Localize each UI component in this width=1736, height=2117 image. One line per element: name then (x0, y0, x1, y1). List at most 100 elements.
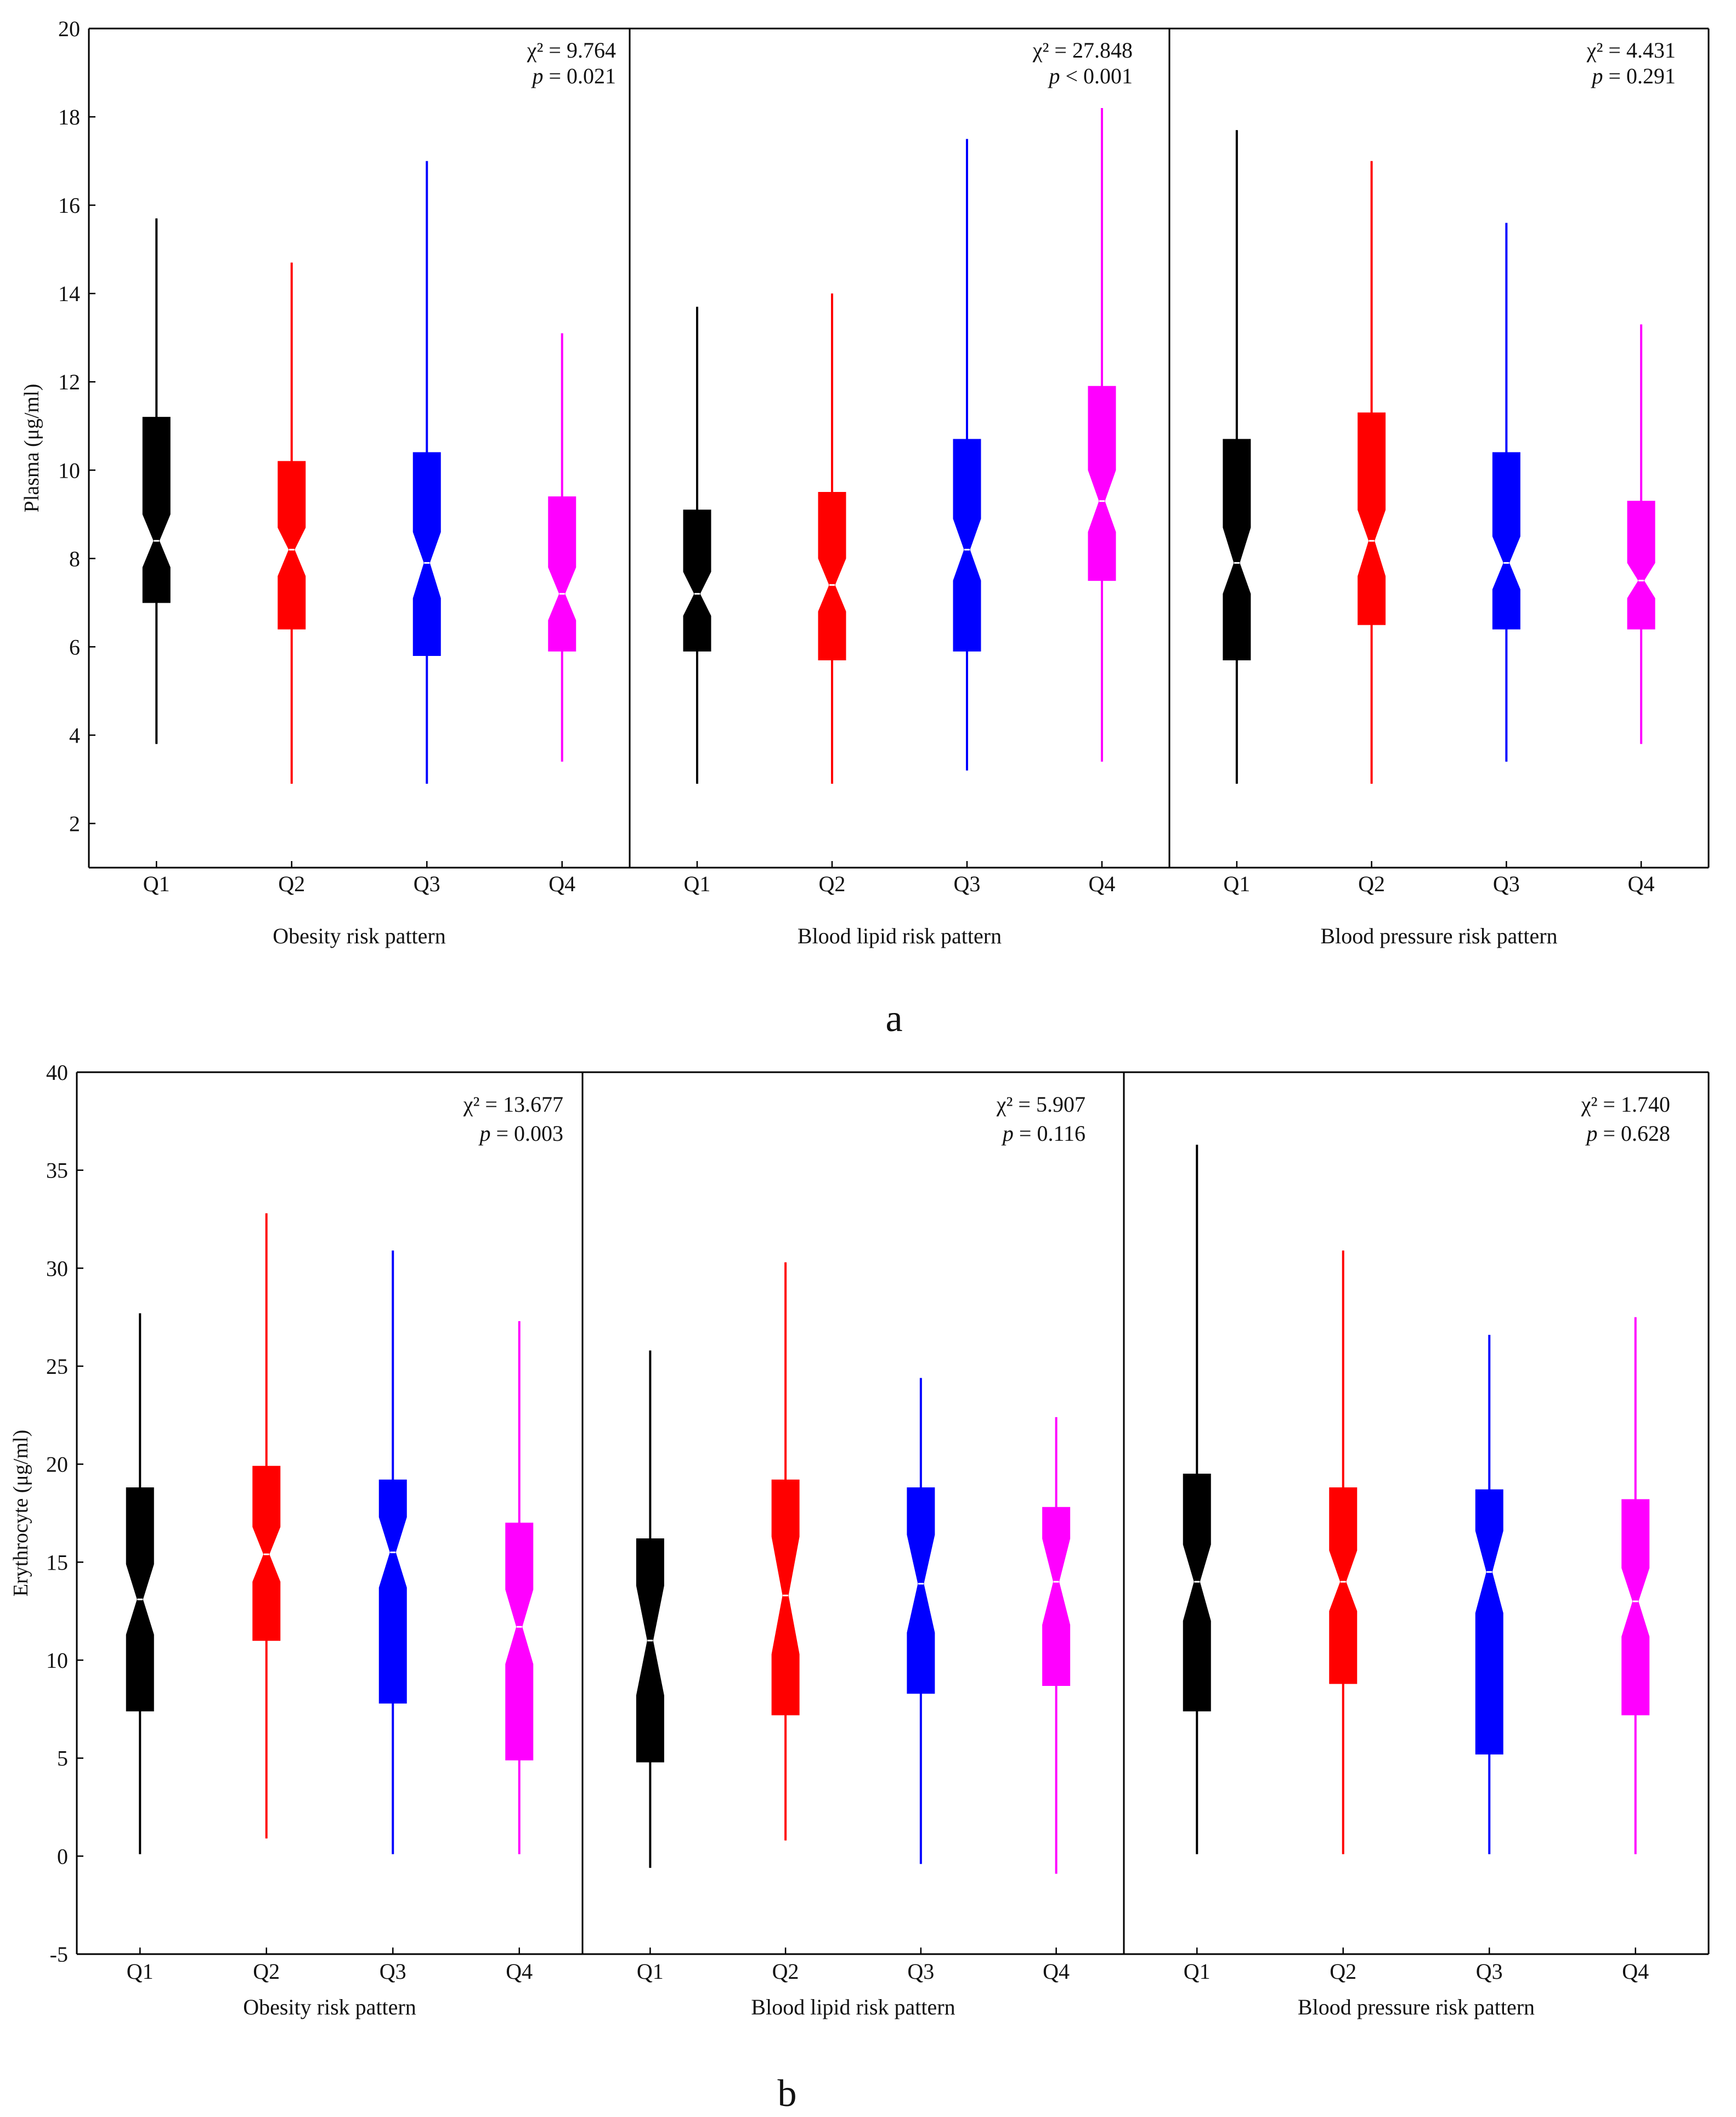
x-tick-label: Q4 (1089, 871, 1116, 896)
p-symbol: p (530, 64, 543, 88)
x-tick-label: Q2 (253, 1959, 280, 1984)
notched-box (1329, 1487, 1358, 1684)
x-tick-label: Q2 (278, 871, 305, 896)
p-value: = 0.021 (543, 64, 616, 88)
p-symbol: p (1001, 1121, 1014, 1146)
chi-square-stat: χ² = 4.431 (1586, 38, 1676, 63)
y-tick-label: 14 (58, 281, 80, 306)
p-symbol: p (1590, 64, 1603, 88)
notched-box (818, 492, 846, 661)
x-tick-label: Q2 (1358, 871, 1385, 896)
chi-square-stat: χ² = 9.764 (527, 38, 616, 63)
notched-box (1621, 1499, 1650, 1716)
y-tick-label: 10 (46, 1648, 68, 1673)
y-tick-label: 16 (58, 193, 80, 218)
y-axis-title: Plasma (μg/ml) (20, 384, 43, 513)
p-value-stat: p = 0.291 (1590, 64, 1676, 88)
notched-box (1627, 501, 1655, 630)
p-symbol: p (1585, 1121, 1597, 1146)
notched-box (1042, 1507, 1071, 1686)
x-tick-label: Q2 (772, 1959, 799, 1984)
x-tick-label: Q4 (1628, 871, 1655, 896)
p-value: = 0.003 (490, 1121, 563, 1146)
y-tick-label: 18 (58, 105, 80, 129)
panel-b: -5 0 5 10 15 20 25 30 35 40 Erythrocyte (μg/ml) Q1 Q… (9, 1060, 1710, 2115)
x-tick-label: Q1 (143, 871, 170, 896)
p-symbol: p (478, 1121, 490, 1146)
x-tick-label: Q4 (1622, 1959, 1649, 1984)
p-value-stat: p = 0.116 (1001, 1121, 1085, 1146)
chi-square-stat: χ² = 1.740 (1581, 1092, 1670, 1117)
panel-letter: a (885, 998, 902, 1040)
x-tick-label: Q3 (954, 871, 981, 896)
y-tick-label: 2 (69, 811, 80, 836)
y-tick-label: -5 (50, 1942, 68, 1967)
x-tick-label: Q4 (506, 1959, 533, 1984)
p-value-stat: p = 0.021 (530, 64, 616, 88)
notched-box (378, 1479, 407, 1704)
y-tick-label: 40 (46, 1060, 68, 1085)
x-tick-label: Q1 (1184, 1959, 1211, 1984)
y-tick-label: 15 (46, 1550, 68, 1575)
x-tick-label: Q4 (1043, 1959, 1070, 1984)
notched-box (278, 461, 306, 630)
x-tick-label: Q3 (1476, 1959, 1503, 1984)
group-label: Obesity risk pattern (243, 1995, 416, 2019)
x-tick-label: Q3 (907, 1959, 934, 1984)
x-tick-label: Q3 (1493, 871, 1520, 896)
notched-box (142, 417, 171, 603)
p-value-stat: p = 0.003 (478, 1121, 563, 1146)
p-value: = 0.291 (1603, 64, 1676, 88)
notched-box (1223, 439, 1251, 661)
chi-square-stat: χ² = 5.907 (996, 1092, 1085, 1117)
notched-box (412, 452, 441, 656)
notched-box (1492, 452, 1520, 630)
group-label: Blood pressure risk pattern (1298, 1995, 1535, 2019)
notched-box (953, 439, 981, 652)
chi-square-stat: χ² = 13.677 (463, 1092, 563, 1117)
y-tick-label: 20 (46, 1452, 68, 1477)
p-value-stat: p < 0.001 (1047, 64, 1133, 88)
notched-box (1358, 412, 1386, 625)
y-tick-label: 25 (46, 1354, 68, 1379)
y-tick-label: 0 (57, 1844, 68, 1869)
notched-box (907, 1487, 935, 1694)
x-tick-label: Q4 (548, 871, 575, 896)
x-tick-label: Q3 (414, 871, 440, 896)
p-value: = 0.116 (1014, 1121, 1085, 1146)
x-tick-label: Q2 (819, 871, 846, 896)
p-symbol: p (1047, 64, 1060, 88)
x-tick-label: Q2 (1330, 1959, 1356, 1984)
x-tick-label: Q1 (637, 1959, 664, 1984)
group-label: Blood lipid risk pattern (751, 1995, 955, 2019)
p-value: = 0.628 (1597, 1121, 1670, 1146)
panel-a: 2 4 6 8 10 12 14 16 18 20 Plasma (μg/ml) Q1 Q2 Q3 Q4 Ob… (20, 16, 1710, 1040)
p-value: < 0.001 (1060, 64, 1133, 88)
notched-box (1183, 1474, 1211, 1712)
y-tick-label: 5 (57, 1746, 68, 1771)
y-tick-label: 30 (46, 1256, 68, 1281)
chi-square-stat: χ² = 27.848 (1032, 38, 1133, 63)
p-value-stat: p = 0.628 (1585, 1121, 1670, 1146)
y-tick-label: 12 (58, 370, 80, 394)
group-label: Obesity risk pattern (273, 924, 446, 948)
notched-box (548, 496, 576, 652)
y-tick-label: 8 (69, 546, 80, 571)
y-tick-label: 4 (69, 723, 80, 748)
y-tick-label: 6 (69, 635, 80, 659)
group-label: Blood pressure risk pattern (1320, 924, 1557, 948)
notched-box (636, 1538, 664, 1763)
notched-box (1088, 386, 1116, 581)
notched-box (683, 510, 711, 652)
x-tick-label: Q3 (380, 1959, 406, 1984)
x-tick-label: Q1 (684, 871, 711, 896)
notched-box (1475, 1489, 1503, 1755)
notched-box (771, 1479, 800, 1716)
group-label: Blood lipid risk pattern (798, 924, 1002, 948)
notched-box (252, 1465, 281, 1641)
x-tick-label: Q1 (1223, 871, 1250, 896)
x-tick-label: Q1 (127, 1959, 154, 1984)
notched-box (505, 1522, 534, 1761)
